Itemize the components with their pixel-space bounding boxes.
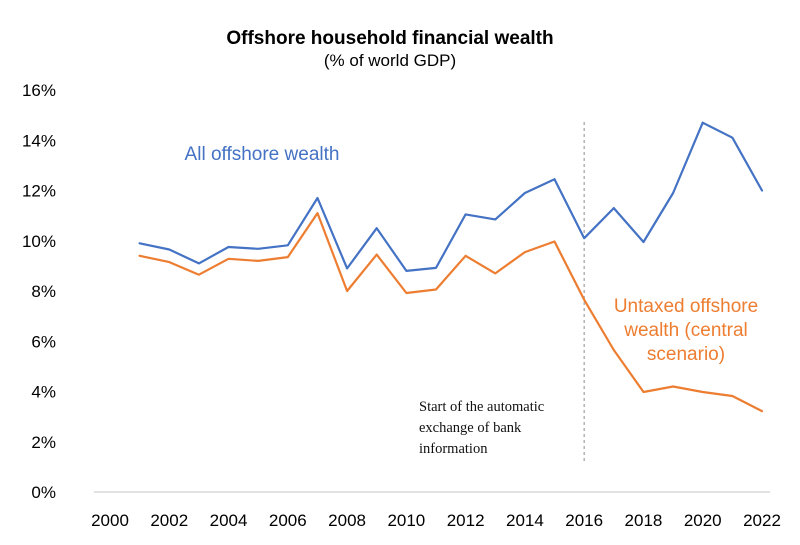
series-labels: All offshore wealth Untaxed offshore wealt… [185, 144, 759, 365]
chart-title: Offshore household financial wealth [226, 28, 553, 49]
y-tick-label: 0% [31, 483, 56, 502]
annotation-text: Start of the automatic [419, 399, 544, 415]
y-tick-label: 6% [31, 332, 56, 351]
x-tick-label: 2022 [743, 511, 781, 530]
y-tick-label: 12% [22, 182, 56, 201]
series-label: scenario) [647, 344, 725, 365]
x-tick-label: 2020 [684, 511, 722, 530]
y-tick-label: 10% [22, 232, 56, 251]
x-tick-label: 2016 [565, 511, 603, 530]
x-tick-label: 2006 [269, 511, 307, 530]
y-tick-label: 2% [31, 433, 56, 452]
x-tick-label: 2018 [625, 511, 663, 530]
y-tick-label: 4% [31, 383, 56, 402]
x-tick-label: 2014 [506, 511, 544, 530]
x-tick-label: 2002 [150, 511, 188, 530]
y-tick-label: 8% [31, 282, 56, 301]
series-label: Untaxed offshore [614, 296, 758, 317]
series-label: All offshore wealth [185, 144, 340, 165]
y-tick-label: 16% [22, 81, 56, 100]
x-tick-label: 2010 [387, 511, 425, 530]
x-tick-label: 2008 [328, 511, 366, 530]
x-tick-label: 2012 [447, 511, 485, 530]
series-label: wealth (central [623, 320, 748, 341]
series-line-1 [138, 212, 764, 413]
series-group [138, 121, 764, 413]
annotation-text: information [419, 441, 488, 457]
series-line-0 [138, 121, 764, 272]
x-tick-label: 2004 [210, 511, 248, 530]
y-axis-ticks: 0% 2% 4% 6% 8% 10% 12% 14% 16% [22, 81, 56, 502]
x-axis-ticks: 2000 2002 2004 2006 2008 2010 2012 2014 2016 2018… [91, 511, 781, 530]
annotation-group: Start of the automatic exchange of bank in… [419, 122, 585, 464]
chart-subtitle: (% of world GDP) [324, 51, 456, 70]
annotation-text: exchange of bank [419, 420, 522, 436]
y-tick-label: 14% [22, 131, 56, 150]
x-tick-label: 2000 [91, 511, 129, 530]
